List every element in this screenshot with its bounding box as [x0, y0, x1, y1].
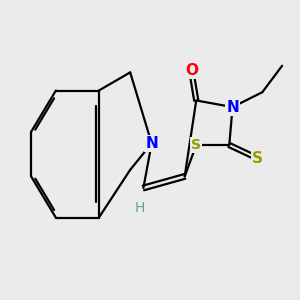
- Text: O: O: [185, 63, 198, 78]
- Text: S: S: [252, 151, 263, 166]
- Text: H: H: [135, 201, 145, 215]
- Text: N: N: [226, 100, 239, 115]
- Text: S: S: [191, 138, 201, 152]
- Text: N: N: [145, 136, 158, 151]
